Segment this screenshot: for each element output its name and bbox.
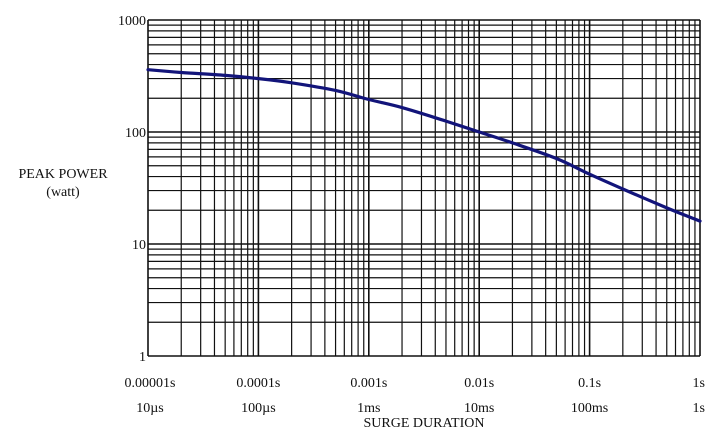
x-tick-label: 1s: [693, 376, 705, 391]
x-tick-sublabel: 10ms: [464, 401, 494, 416]
x-tick-sublabel: 1s: [693, 401, 705, 416]
y-tick-label: 1: [139, 350, 146, 365]
x-tick-label: 0.01s: [464, 376, 494, 391]
y-axis-label-line-2: (watt): [46, 185, 80, 200]
x-tick-sublabel: 10µs: [136, 401, 164, 416]
x-tick-sublabel: 1ms: [357, 401, 380, 416]
x-tick-label: 0.00001s: [125, 376, 176, 391]
curve-layer: [146, 68, 702, 223]
y-tick-label: 100: [125, 126, 146, 141]
y-tick-label: 1000: [118, 14, 146, 29]
x-tick-label: 0.001s: [350, 376, 387, 391]
y-tick-label: 10: [132, 238, 146, 253]
x-tick-sublabel: 100ms: [571, 401, 608, 416]
y-axis-label-line-1: PEAK POWER: [18, 167, 108, 182]
series-line: [146, 68, 702, 223]
x-tick-sublabel: 100µs: [241, 401, 276, 416]
x-tick-label: 0.1s: [578, 376, 601, 391]
x-tick-label: 0.0001s: [236, 376, 280, 391]
tick-layer: 1 10 100 1000 0.00001s 10µs 0.0001s 100µs 0.001s…: [118, 14, 705, 416]
x-axis-label: SURGE DURATION: [364, 416, 485, 431]
